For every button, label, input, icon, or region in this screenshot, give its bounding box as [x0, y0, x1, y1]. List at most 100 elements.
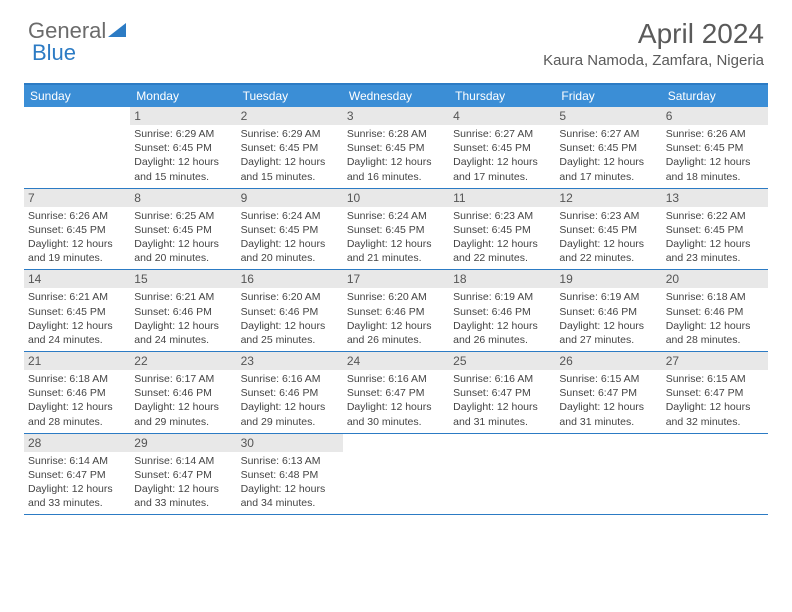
month-title: April 2024 [543, 18, 764, 50]
day-details: Sunrise: 6:16 AMSunset: 6:46 PMDaylight:… [237, 370, 343, 433]
weekday-header: Saturday [662, 85, 768, 107]
day-number [24, 107, 130, 111]
day-number: 18 [449, 270, 555, 288]
day-number: 14 [24, 270, 130, 288]
day-number: 6 [662, 107, 768, 125]
day-cell: 12Sunrise: 6:23 AMSunset: 6:45 PMDayligh… [555, 189, 661, 270]
day-number: 28 [24, 434, 130, 452]
weekday-header: Monday [130, 85, 236, 107]
day-number: 8 [130, 189, 236, 207]
day-number: 20 [662, 270, 768, 288]
day-details: Sunrise: 6:13 AMSunset: 6:48 PMDaylight:… [237, 452, 343, 515]
day-details: Sunrise: 6:28 AMSunset: 6:45 PMDaylight:… [343, 125, 449, 188]
location-subtitle: Kaura Namoda, Zamfara, Nigeria [543, 52, 764, 69]
day-details: Sunrise: 6:15 AMSunset: 6:47 PMDaylight:… [555, 370, 661, 433]
weekday-header: Tuesday [237, 85, 343, 107]
day-details: Sunrise: 6:26 AMSunset: 6:45 PMDaylight:… [24, 207, 130, 270]
day-number: 15 [130, 270, 236, 288]
day-number: 16 [237, 270, 343, 288]
day-cell: 9Sunrise: 6:24 AMSunset: 6:45 PMDaylight… [237, 189, 343, 270]
day-cell: 2Sunrise: 6:29 AMSunset: 6:45 PMDaylight… [237, 107, 343, 188]
day-cell: 8Sunrise: 6:25 AMSunset: 6:45 PMDaylight… [130, 189, 236, 270]
day-number: 4 [449, 107, 555, 125]
day-number [662, 434, 768, 438]
day-number: 12 [555, 189, 661, 207]
day-cell: 10Sunrise: 6:24 AMSunset: 6:45 PMDayligh… [343, 189, 449, 270]
day-details: Sunrise: 6:23 AMSunset: 6:45 PMDaylight:… [555, 207, 661, 270]
day-cell [449, 434, 555, 515]
day-number: 13 [662, 189, 768, 207]
day-number: 17 [343, 270, 449, 288]
day-number: 30 [237, 434, 343, 452]
day-details: Sunrise: 6:19 AMSunset: 6:46 PMDaylight:… [449, 288, 555, 351]
day-number: 22 [130, 352, 236, 370]
day-cell: 23Sunrise: 6:16 AMSunset: 6:46 PMDayligh… [237, 352, 343, 433]
day-number: 2 [237, 107, 343, 125]
day-cell: 27Sunrise: 6:15 AMSunset: 6:47 PMDayligh… [662, 352, 768, 433]
week-row: 1Sunrise: 6:29 AMSunset: 6:45 PMDaylight… [24, 107, 768, 189]
day-cell [662, 434, 768, 515]
day-number: 24 [343, 352, 449, 370]
day-number [449, 434, 555, 438]
title-block: April 2024 Kaura Namoda, Zamfara, Nigeri… [543, 18, 764, 69]
day-details: Sunrise: 6:23 AMSunset: 6:45 PMDaylight:… [449, 207, 555, 270]
day-details: Sunrise: 6:22 AMSunset: 6:45 PMDaylight:… [662, 207, 768, 270]
day-cell: 1Sunrise: 6:29 AMSunset: 6:45 PMDaylight… [130, 107, 236, 188]
weekday-header: Wednesday [343, 85, 449, 107]
day-details: Sunrise: 6:25 AMSunset: 6:45 PMDaylight:… [130, 207, 236, 270]
day-details: Sunrise: 6:16 AMSunset: 6:47 PMDaylight:… [343, 370, 449, 433]
day-number: 21 [24, 352, 130, 370]
weekday-header: Sunday [24, 85, 130, 107]
weekday-header-row: SundayMondayTuesdayWednesdayThursdayFrid… [24, 85, 768, 107]
day-number: 3 [343, 107, 449, 125]
day-cell: 20Sunrise: 6:18 AMSunset: 6:46 PMDayligh… [662, 270, 768, 351]
week-row: 14Sunrise: 6:21 AMSunset: 6:45 PMDayligh… [24, 270, 768, 352]
day-number: 23 [237, 352, 343, 370]
day-details: Sunrise: 6:24 AMSunset: 6:45 PMDaylight:… [237, 207, 343, 270]
week-row: 21Sunrise: 6:18 AMSunset: 6:46 PMDayligh… [24, 352, 768, 434]
day-cell: 29Sunrise: 6:14 AMSunset: 6:47 PMDayligh… [130, 434, 236, 515]
day-cell: 7Sunrise: 6:26 AMSunset: 6:45 PMDaylight… [24, 189, 130, 270]
day-number: 25 [449, 352, 555, 370]
day-cell: 11Sunrise: 6:23 AMSunset: 6:45 PMDayligh… [449, 189, 555, 270]
day-details: Sunrise: 6:15 AMSunset: 6:47 PMDaylight:… [662, 370, 768, 433]
day-cell: 3Sunrise: 6:28 AMSunset: 6:45 PMDaylight… [343, 107, 449, 188]
day-number: 29 [130, 434, 236, 452]
day-cell: 21Sunrise: 6:18 AMSunset: 6:46 PMDayligh… [24, 352, 130, 433]
day-cell: 30Sunrise: 6:13 AMSunset: 6:48 PMDayligh… [237, 434, 343, 515]
day-number [555, 434, 661, 438]
day-details: Sunrise: 6:17 AMSunset: 6:46 PMDaylight:… [130, 370, 236, 433]
day-details: Sunrise: 6:18 AMSunset: 6:46 PMDaylight:… [662, 288, 768, 351]
day-cell: 19Sunrise: 6:19 AMSunset: 6:46 PMDayligh… [555, 270, 661, 351]
day-cell: 13Sunrise: 6:22 AMSunset: 6:45 PMDayligh… [662, 189, 768, 270]
day-cell: 24Sunrise: 6:16 AMSunset: 6:47 PMDayligh… [343, 352, 449, 433]
day-number: 5 [555, 107, 661, 125]
day-cell: 28Sunrise: 6:14 AMSunset: 6:47 PMDayligh… [24, 434, 130, 515]
day-number: 9 [237, 189, 343, 207]
day-details: Sunrise: 6:27 AMSunset: 6:45 PMDaylight:… [449, 125, 555, 188]
day-details: Sunrise: 6:20 AMSunset: 6:46 PMDaylight:… [343, 288, 449, 351]
day-cell: 6Sunrise: 6:26 AMSunset: 6:45 PMDaylight… [662, 107, 768, 188]
logo-triangle-icon [108, 23, 126, 39]
day-details: Sunrise: 6:21 AMSunset: 6:45 PMDaylight:… [24, 288, 130, 351]
day-details: Sunrise: 6:29 AMSunset: 6:45 PMDaylight:… [237, 125, 343, 188]
day-details: Sunrise: 6:20 AMSunset: 6:46 PMDaylight:… [237, 288, 343, 351]
weekday-header: Thursday [449, 85, 555, 107]
day-number [343, 434, 449, 438]
day-details: Sunrise: 6:29 AMSunset: 6:45 PMDaylight:… [130, 125, 236, 188]
day-cell: 17Sunrise: 6:20 AMSunset: 6:46 PMDayligh… [343, 270, 449, 351]
day-cell: 16Sunrise: 6:20 AMSunset: 6:46 PMDayligh… [237, 270, 343, 351]
week-row: 28Sunrise: 6:14 AMSunset: 6:47 PMDayligh… [24, 434, 768, 516]
day-cell [24, 107, 130, 188]
weekday-header: Friday [555, 85, 661, 107]
day-details: Sunrise: 6:19 AMSunset: 6:46 PMDaylight:… [555, 288, 661, 351]
calendar: SundayMondayTuesdayWednesdayThursdayFrid… [24, 83, 768, 515]
day-cell: 18Sunrise: 6:19 AMSunset: 6:46 PMDayligh… [449, 270, 555, 351]
weeks-container: 1Sunrise: 6:29 AMSunset: 6:45 PMDaylight… [24, 107, 768, 515]
day-details: Sunrise: 6:21 AMSunset: 6:46 PMDaylight:… [130, 288, 236, 351]
day-cell: 14Sunrise: 6:21 AMSunset: 6:45 PMDayligh… [24, 270, 130, 351]
day-number: 19 [555, 270, 661, 288]
day-cell: 26Sunrise: 6:15 AMSunset: 6:47 PMDayligh… [555, 352, 661, 433]
day-number: 27 [662, 352, 768, 370]
day-cell [343, 434, 449, 515]
